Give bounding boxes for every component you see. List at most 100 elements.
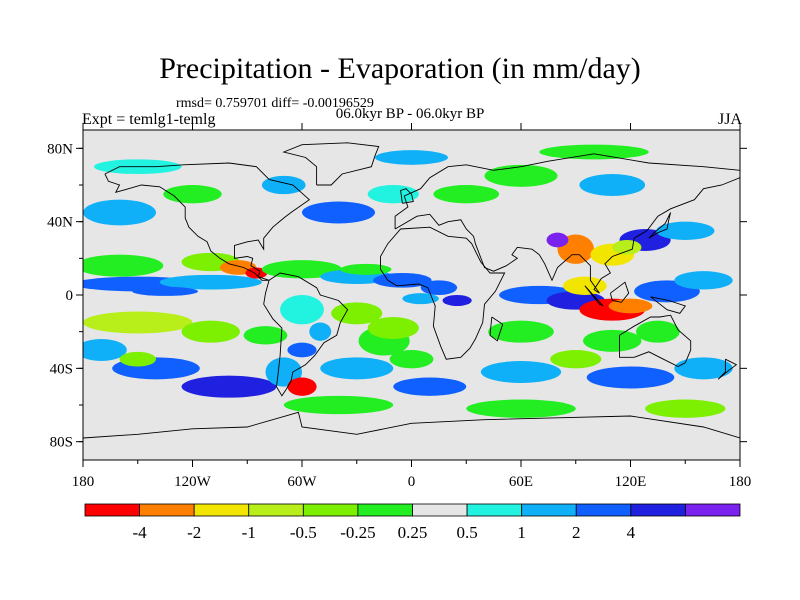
field-region — [132, 286, 198, 296]
field-region — [181, 320, 240, 343]
coastline — [83, 411, 740, 439]
colorbar-label: -1 — [242, 523, 256, 542]
field-region — [261, 260, 343, 279]
field-region — [302, 201, 375, 224]
experiment-label: Expt = temlg1-temlg — [82, 111, 216, 128]
colorbar-swatch — [248, 503, 304, 517]
coastline — [263, 272, 349, 397]
colorbar: -4 -2 -1 -0.5 -0.25 0.25 0.5 1 2 4 — [84, 503, 741, 542]
y-tick-label: 40S — [50, 361, 73, 377]
field-region — [280, 295, 324, 325]
field-region — [243, 326, 288, 345]
colorbar-label: 1 — [517, 523, 526, 542]
field-region — [635, 320, 680, 343]
colorbar-label: 0.25 — [398, 523, 428, 542]
coastline — [380, 226, 506, 360]
field-region — [466, 399, 576, 418]
field-region — [159, 274, 262, 290]
colorbar-swatch — [302, 503, 359, 517]
field-region — [393, 377, 467, 396]
colorbar-label: -0.25 — [340, 523, 375, 542]
field-region — [674, 357, 733, 380]
x-tick-label: 180 — [72, 474, 95, 490]
coastline — [619, 314, 692, 368]
field-region — [488, 320, 554, 343]
coastline-layer — [83, 142, 740, 439]
colorbar-swatch — [412, 503, 468, 517]
field-region — [287, 377, 317, 396]
stats-label: rmsd= 0.759701 diff= -0.00196529 — [176, 96, 374, 111]
coastline — [104, 162, 311, 281]
x-tick-label: 0 — [408, 474, 416, 490]
season-label: JJA — [717, 111, 742, 128]
y-tick-label: 40N — [47, 215, 73, 231]
field-region — [674, 271, 733, 290]
x-tick-label: 60W — [287, 474, 317, 490]
coastline — [400, 188, 414, 204]
field-region — [546, 232, 569, 248]
colorbar-swatch — [521, 503, 577, 517]
field-region — [586, 366, 675, 389]
coastline — [717, 358, 738, 380]
field-region — [83, 254, 164, 277]
y-tick-label: 80S — [50, 435, 73, 451]
y-tick-label: 0 — [66, 288, 74, 304]
colorbar-swatch — [575, 503, 632, 517]
field-region — [389, 350, 434, 369]
field-region — [583, 329, 642, 352]
field-region — [420, 280, 458, 295]
field-region — [181, 375, 277, 398]
coastline — [282, 142, 380, 186]
field-region — [480, 361, 562, 383]
axis-layer: 180 120W 60W 0 60E 120E 180 80N 40N 0 40S 80S — [47, 123, 751, 490]
colorbar-swatch — [139, 503, 195, 517]
field-region — [367, 317, 419, 339]
field-region — [320, 357, 394, 380]
colorbar-swatch — [685, 503, 741, 517]
x-tick-label: 180 — [729, 474, 752, 490]
colorbar-label: 4 — [627, 523, 636, 542]
colorbar-label: 0.5 — [456, 523, 477, 542]
field-region — [265, 357, 302, 387]
colorbar-swatch — [357, 503, 413, 517]
field-region — [539, 144, 649, 160]
colorbar-swatch — [630, 503, 686, 517]
field-region — [83, 339, 127, 361]
field-region — [331, 302, 383, 325]
field-region — [402, 293, 439, 305]
colorbar-label: -0.5 — [290, 523, 317, 542]
field-region — [579, 174, 646, 196]
x-tick-label: 60E — [509, 474, 533, 490]
coastline — [584, 285, 604, 307]
map-title: Precipitation - Evaporation (in mm/day) — [159, 52, 641, 85]
field-region — [442, 295, 472, 306]
field-region — [484, 164, 558, 187]
field-region — [645, 399, 726, 418]
field-region — [83, 311, 193, 334]
coastline — [394, 153, 740, 294]
field-region — [612, 240, 642, 255]
field-region — [656, 221, 715, 240]
field-region — [367, 185, 419, 204]
coastline — [489, 316, 504, 342]
colorbar-swatch — [84, 503, 140, 517]
field-region — [283, 395, 394, 415]
field-region — [83, 199, 156, 226]
colorbar-label: 2 — [572, 523, 581, 542]
coastline — [609, 281, 630, 303]
field-region — [550, 350, 602, 369]
coastline — [650, 296, 687, 314]
y-tick-label: 80N — [47, 141, 73, 157]
field-region — [375, 150, 448, 165]
field-region — [309, 322, 332, 341]
field-region — [245, 267, 268, 279]
colorbar-label: -2 — [187, 523, 201, 542]
subtitle-label: 06.0kyr BP - 06.0kyr BP — [335, 106, 485, 122]
coastline — [648, 212, 672, 239]
colorbar-swatch — [466, 503, 523, 517]
field-region — [340, 263, 392, 275]
colorbar-swatch — [193, 503, 250, 517]
colorbar-label: -4 — [132, 523, 147, 542]
x-tick-label: 120W — [174, 474, 212, 490]
